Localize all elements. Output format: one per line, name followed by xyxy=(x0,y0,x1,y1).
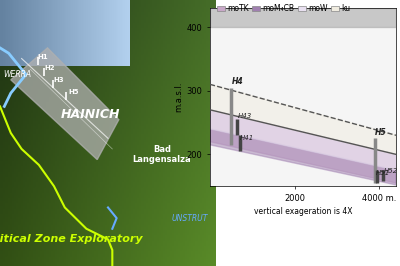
X-axis label: vertical exageration is 4X: vertical exageration is 4X xyxy=(254,207,352,216)
Y-axis label: m.a.s.l.: m.a.s.l. xyxy=(175,82,184,112)
Text: H1: H1 xyxy=(38,54,48,60)
Text: H41: H41 xyxy=(240,135,254,141)
Text: H51: H51 xyxy=(376,171,390,176)
Polygon shape xyxy=(11,48,119,160)
Polygon shape xyxy=(210,110,396,170)
Text: H5: H5 xyxy=(68,89,78,95)
Text: Bad
Langensalza: Bad Langensalza xyxy=(133,145,191,164)
Text: HAINICH: HAINICH xyxy=(61,108,120,121)
Text: H2: H2 xyxy=(44,65,55,71)
Text: H3: H3 xyxy=(53,77,64,83)
Text: H52: H52 xyxy=(384,168,398,174)
Legend: moTK, moM₄CB, moW, ku: moTK, moM₄CB, moW, ku xyxy=(214,1,353,16)
Text: WERRA: WERRA xyxy=(3,70,31,79)
Text: Critical Zone Exploratory: Critical Zone Exploratory xyxy=(0,234,143,244)
Text: UNSTRUT: UNSTRUT xyxy=(172,214,208,223)
Polygon shape xyxy=(210,129,396,185)
Text: H5: H5 xyxy=(375,128,387,137)
Polygon shape xyxy=(210,110,396,183)
Bar xyxy=(210,8,396,27)
Text: H43: H43 xyxy=(238,113,252,119)
Polygon shape xyxy=(210,84,396,154)
Text: H4: H4 xyxy=(232,77,243,86)
